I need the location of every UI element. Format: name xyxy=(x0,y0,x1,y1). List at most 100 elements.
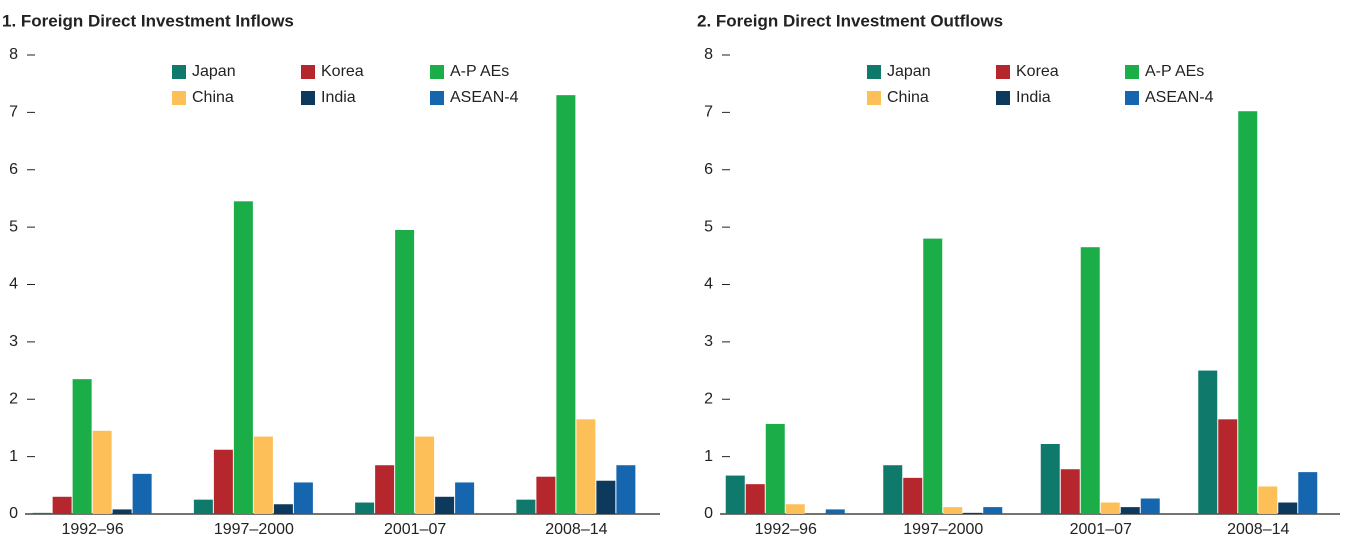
x-tick-label: 2008–14 xyxy=(545,521,607,538)
legend-swatch xyxy=(1125,65,1139,79)
bar xyxy=(72,379,92,514)
bar xyxy=(1298,472,1318,514)
bar xyxy=(213,449,233,514)
bar xyxy=(516,499,536,514)
legend-swatch xyxy=(430,65,444,79)
legend-label: Japan xyxy=(192,63,236,80)
legend-label: Japan xyxy=(887,63,931,80)
legend-swatch xyxy=(301,65,315,79)
bar xyxy=(943,507,963,514)
legend-label: China xyxy=(887,89,929,106)
bar xyxy=(112,509,132,514)
y-tick-label: 4 xyxy=(704,276,713,293)
bar xyxy=(1120,507,1140,514)
legend-label: ASEAN-4 xyxy=(1145,89,1214,106)
y-tick-label: 3 xyxy=(704,333,713,350)
y-tick-label: 0 xyxy=(9,505,18,522)
legend-label: India xyxy=(321,89,356,106)
x-tick-label: 1992–96 xyxy=(755,521,817,538)
y-tick-label: 2 xyxy=(9,390,18,407)
bar xyxy=(805,513,825,514)
bar xyxy=(1060,469,1080,514)
bar xyxy=(132,473,152,514)
bar xyxy=(1218,419,1238,514)
chart-title: 1. Foreign Direct Investment Inflows xyxy=(2,11,294,30)
bar xyxy=(375,465,395,514)
legend-label: ASEAN-4 xyxy=(450,89,519,106)
bar xyxy=(765,423,785,514)
chart-title: 2. Foreign Direct Investment Outflows xyxy=(697,11,1003,30)
bar xyxy=(455,482,475,514)
legend-swatch xyxy=(172,91,186,105)
legend-label: China xyxy=(192,89,234,106)
bar xyxy=(32,512,52,514)
bar xyxy=(963,512,983,514)
y-tick-label: 3 xyxy=(9,333,18,350)
bar xyxy=(576,419,596,514)
legend-swatch xyxy=(430,91,444,105)
bar xyxy=(725,475,745,514)
y-tick-label: 7 xyxy=(9,104,18,121)
bar xyxy=(253,436,273,514)
legend-swatch xyxy=(867,91,881,105)
bar xyxy=(903,477,923,514)
bar xyxy=(1278,502,1298,514)
y-tick-label: 5 xyxy=(9,218,18,235)
y-tick-label: 0 xyxy=(704,505,713,522)
bar xyxy=(983,507,1003,514)
bar xyxy=(415,436,435,514)
bar xyxy=(395,229,415,514)
y-tick-label: 6 xyxy=(704,161,713,178)
y-tick-label: 2 xyxy=(704,390,713,407)
bar xyxy=(785,504,805,514)
x-tick-label: 2008–14 xyxy=(1227,521,1289,538)
bar xyxy=(1258,486,1278,514)
legend-label: Korea xyxy=(1016,63,1059,80)
bar xyxy=(923,238,943,514)
bar xyxy=(1238,111,1258,514)
legend-swatch xyxy=(996,91,1010,105)
x-tick-label: 1997–2000 xyxy=(903,521,983,538)
bar xyxy=(825,509,845,514)
legend-swatch xyxy=(301,91,315,105)
bar xyxy=(536,476,556,514)
x-tick-label: 2001–07 xyxy=(384,521,446,538)
bar xyxy=(273,504,293,514)
y-tick-label: 5 xyxy=(704,218,713,235)
bar xyxy=(193,499,213,514)
legend-swatch xyxy=(867,65,881,79)
legend-label: A-P AEs xyxy=(1145,63,1204,80)
bar xyxy=(1040,444,1060,514)
bar xyxy=(92,430,112,514)
y-tick-label: 6 xyxy=(9,161,18,178)
y-tick-label: 8 xyxy=(9,46,18,63)
bar xyxy=(556,95,576,514)
legend-swatch xyxy=(172,65,186,79)
bar xyxy=(1140,498,1160,514)
legend-label: India xyxy=(1016,89,1051,106)
x-tick-label: 2001–07 xyxy=(1070,521,1132,538)
y-tick-label: 4 xyxy=(9,276,18,293)
x-tick-label: 1992–96 xyxy=(61,521,123,538)
legend-swatch xyxy=(996,65,1010,79)
bar xyxy=(745,484,765,514)
y-tick-label: 8 xyxy=(704,46,713,63)
legend-label: A-P AEs xyxy=(450,63,509,80)
y-tick-label: 1 xyxy=(704,448,713,465)
legend-label: Korea xyxy=(321,63,364,80)
bar xyxy=(233,201,253,514)
legend-swatch xyxy=(1125,91,1139,105)
bar xyxy=(1080,247,1100,515)
y-tick-label: 1 xyxy=(9,448,18,465)
bar xyxy=(355,502,375,514)
bar xyxy=(435,496,455,514)
bar xyxy=(293,482,313,514)
bar xyxy=(616,465,636,514)
bar xyxy=(52,496,72,514)
x-tick-label: 1997–2000 xyxy=(214,521,294,538)
y-tick-label: 7 xyxy=(704,104,713,121)
bar xyxy=(1100,502,1120,514)
bar xyxy=(596,480,616,514)
